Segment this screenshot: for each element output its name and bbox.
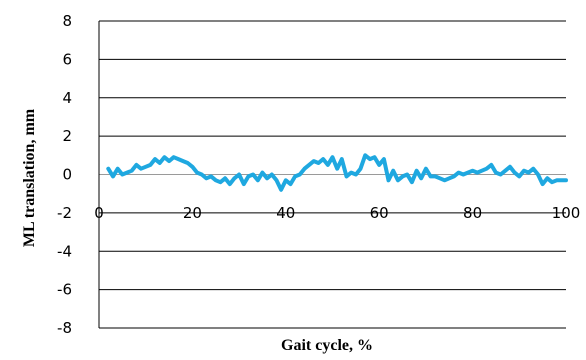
y-tick-label: 8 bbox=[62, 12, 72, 30]
x-tick-labels: 0 20 40 60 80 100 bbox=[94, 204, 580, 222]
series-line bbox=[106, 153, 568, 192]
y-tick-label: 0 bbox=[62, 166, 72, 184]
x-tick-label: 0 bbox=[94, 204, 104, 222]
y-axis-title: ML translation, mm bbox=[21, 108, 38, 247]
x-tick-label: 60 bbox=[370, 204, 389, 222]
y-tick-label: -6 bbox=[57, 281, 72, 299]
y-tick-label: -2 bbox=[57, 204, 72, 222]
y-tick-label: 4 bbox=[62, 89, 72, 107]
x-axis-title: Gait cycle, % bbox=[281, 337, 373, 354]
y-tick-label: -8 bbox=[57, 319, 72, 337]
y-tick-label: 6 bbox=[62, 50, 72, 68]
y-tick-label: -4 bbox=[57, 242, 72, 260]
x-tick-label: 80 bbox=[463, 204, 482, 222]
y-tick-labels: 8 6 4 2 0 -2 -4 -6 -8 bbox=[57, 12, 72, 337]
x-tick-label: 20 bbox=[183, 204, 202, 222]
gridlines bbox=[98, 20, 566, 329]
x-tick-label: 40 bbox=[276, 204, 295, 222]
x-tick-label: 100 bbox=[552, 204, 581, 222]
y-tick-label: 2 bbox=[62, 127, 72, 145]
